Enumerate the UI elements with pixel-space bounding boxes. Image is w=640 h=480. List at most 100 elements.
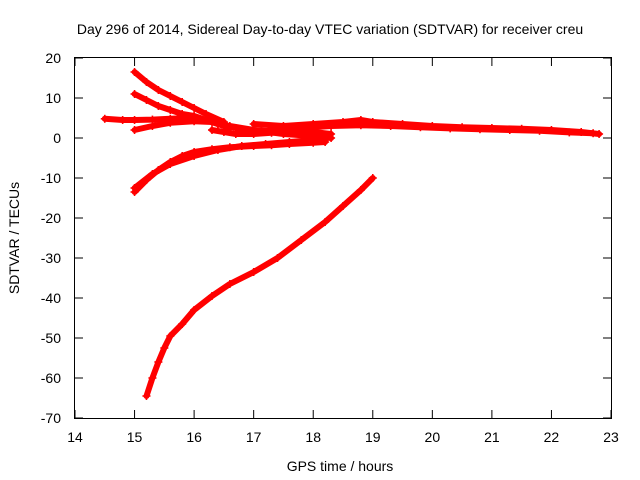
data-point — [154, 86, 163, 94]
y-axis-label: SDTVAR / TECUs — [6, 182, 22, 294]
data-point — [297, 124, 306, 132]
data-point — [416, 123, 425, 132]
data-point — [249, 120, 258, 128]
data-point — [261, 140, 270, 148]
data-point — [309, 136, 318, 144]
series-line — [131, 69, 227, 125]
axis-layer: 14 15 16 17 18 19 20 21 22 23 -70 -60 -50 -40 -30 -20 -1… — [41, 50, 619, 445]
data-point — [535, 126, 544, 135]
y-tick-label: -20 — [41, 210, 61, 226]
data-point — [178, 98, 187, 106]
y-tick-label: -70 — [41, 410, 61, 426]
data-point — [213, 146, 222, 154]
data-point — [297, 236, 306, 244]
data-point — [446, 124, 455, 133]
y-tick-label: 20 — [45, 50, 61, 66]
data-point — [249, 130, 258, 138]
data-point — [207, 126, 216, 134]
data-point — [207, 292, 216, 300]
data-point — [160, 344, 169, 352]
data-point — [339, 202, 347, 210]
data-point — [237, 142, 246, 150]
data-point — [166, 332, 175, 340]
data-point — [118, 116, 127, 124]
x-tick-label: 18 — [305, 429, 321, 445]
data-point — [321, 136, 330, 144]
series-pass-g — [207, 126, 336, 138]
data-point — [285, 138, 294, 146]
data-point — [142, 96, 151, 104]
data-point — [225, 280, 234, 288]
data-point — [148, 122, 157, 130]
data-point — [327, 122, 336, 130]
data-point — [130, 90, 139, 98]
data-point — [356, 186, 365, 194]
x-tick-label: 22 — [544, 429, 560, 445]
y-tick-label: 10 — [45, 90, 61, 106]
data-point — [327, 130, 336, 138]
data-point — [505, 126, 514, 134]
data-point — [386, 122, 395, 130]
x-tick-label: 15 — [127, 429, 143, 445]
data-point — [154, 358, 163, 366]
x-tick-label: 17 — [246, 429, 262, 445]
data-point — [249, 268, 258, 276]
data-point — [368, 174, 377, 182]
data-point — [565, 128, 574, 137]
series-layer — [100, 68, 604, 400]
series-line — [131, 137, 329, 191]
data-point — [231, 130, 240, 138]
y-tick-label: -60 — [41, 370, 61, 386]
data-point — [190, 117, 199, 126]
data-point — [130, 184, 139, 192]
series-pass-f — [130, 136, 330, 192]
data-point — [148, 374, 157, 382]
x-axis-label: GPS time / hours — [287, 458, 394, 474]
data-point — [273, 254, 282, 262]
data-point — [356, 121, 365, 130]
series-pass-i — [267, 121, 598, 138]
plot-frame — [74, 57, 612, 419]
data-point — [225, 122, 234, 130]
data-point — [589, 129, 598, 138]
series-pass-j — [142, 174, 377, 400]
data-point — [219, 128, 228, 136]
x-tick-label: 19 — [365, 429, 381, 445]
data-point — [207, 118, 216, 126]
data-point — [130, 126, 139, 134]
data-point — [154, 102, 163, 110]
x-tick-label: 14 — [67, 429, 83, 445]
data-point — [166, 106, 175, 114]
data-point — [475, 125, 484, 134]
chart-title: Day 296 of 2014, Sidereal Day-to-day VTE… — [77, 21, 583, 37]
data-point — [178, 320, 187, 328]
data-point — [130, 68, 139, 76]
y-tick-label: -50 — [41, 330, 61, 346]
y-tick-label: -10 — [41, 170, 61, 186]
x-tick-label: 21 — [484, 429, 500, 445]
data-point — [166, 118, 175, 127]
data-point — [100, 114, 109, 123]
x-tick-label: 16 — [186, 429, 202, 445]
data-point — [130, 116, 139, 124]
data-point — [142, 392, 151, 400]
data-point — [190, 104, 199, 112]
data-point — [166, 92, 175, 100]
y-tick-label: -30 — [41, 250, 61, 266]
data-point — [321, 218, 330, 226]
series-line — [268, 122, 597, 137]
data-point — [148, 170, 157, 178]
x-tick-label: 23 — [603, 429, 619, 445]
data-point — [190, 152, 199, 160]
data-point — [267, 124, 276, 132]
data-point — [190, 306, 199, 314]
y-tick-label: -40 — [41, 290, 61, 306]
data-point — [142, 78, 151, 86]
data-point — [166, 160, 175, 168]
x-tick-label: 20 — [425, 429, 441, 445]
y-tick-label: 0 — [53, 130, 61, 146]
series-line — [143, 175, 376, 399]
